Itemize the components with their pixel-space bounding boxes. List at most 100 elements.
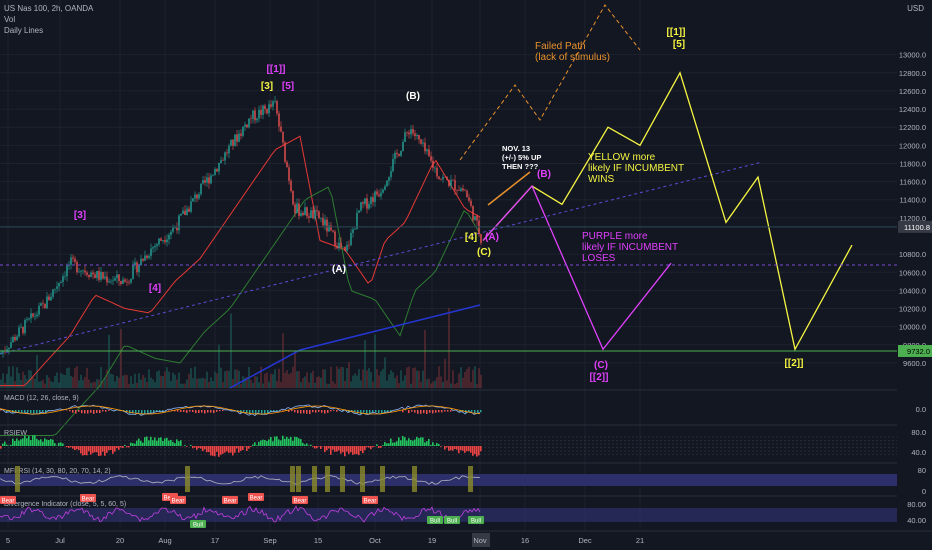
rsiew-bar	[432, 442, 434, 446]
volume-bar	[110, 373, 112, 388]
rsiew-bar	[454, 446, 456, 450]
macd-hist-bar	[429, 410, 431, 413]
candle-body	[320, 217, 322, 219]
macd-hist-bar	[186, 410, 188, 413]
candle-body	[126, 281, 128, 283]
candle-body	[442, 176, 444, 180]
macd-hist-bar	[297, 410, 299, 414]
macd-hist-bar	[477, 410, 479, 413]
macd-hist-bar	[303, 410, 305, 414]
rsiew-bar	[106, 446, 108, 453]
wave-label: (C)	[594, 360, 608, 371]
volume-bar	[460, 367, 462, 388]
candle-body	[130, 278, 132, 283]
macd-hist-bar	[444, 410, 446, 412]
candle-body	[432, 160, 434, 168]
volume-bar	[124, 374, 126, 388]
macd-hist-bar	[171, 410, 173, 411]
macd-hist-bar	[195, 410, 197, 414]
rsiew-bar	[356, 446, 358, 455]
rsiew-bar	[116, 446, 118, 449]
candle-body	[198, 194, 200, 199]
candle-body	[66, 265, 68, 277]
macd-hist-bar	[237, 410, 239, 411]
candle-body	[434, 167, 436, 169]
wave-label: [5]	[673, 39, 685, 50]
macd-hist-bar	[177, 410, 179, 412]
rsiew-bar	[268, 439, 270, 446]
rsiew-bar	[378, 446, 380, 449]
current-price-label: 11100.8	[904, 223, 930, 232]
candle-body	[324, 219, 326, 226]
volume-bar	[98, 379, 100, 388]
macd-hist-bar	[258, 410, 260, 413]
candle-body	[32, 313, 34, 317]
candle-body	[204, 180, 206, 183]
volume-bar	[330, 366, 332, 388]
divergence-badge-label: Bear	[364, 499, 377, 505]
macd-hist-bar	[192, 410, 194, 412]
rsiew-bar	[138, 438, 140, 446]
candle-body	[148, 255, 150, 258]
candle-body	[256, 118, 258, 121]
volume-bar	[198, 378, 200, 388]
volume-bar	[332, 381, 334, 388]
rsiew-bar	[176, 439, 178, 446]
rsiew-bar	[128, 446, 130, 448]
candle-body	[164, 240, 166, 243]
macd-hist-bar	[27, 410, 29, 413]
rsiew-bar	[44, 438, 46, 446]
volume-bar	[134, 373, 136, 388]
volume-bar	[32, 377, 34, 388]
rsiew-bar	[154, 437, 156, 446]
candle-body	[474, 216, 476, 221]
volume-bar	[438, 366, 440, 388]
rsiew-bar	[34, 435, 36, 446]
candle-body	[264, 105, 266, 109]
volume-bar	[432, 381, 434, 388]
volume-bar	[336, 366, 338, 388]
rsiew-bar	[436, 442, 438, 446]
candle-body	[26, 319, 28, 320]
candle-body	[98, 270, 100, 280]
macd-hist-bar	[144, 410, 146, 414]
volume-bar	[96, 378, 98, 388]
rsiew-bar	[274, 436, 276, 446]
candle-body	[402, 142, 404, 151]
candle-body	[86, 272, 88, 275]
candle-body	[74, 258, 76, 262]
volume-bar	[354, 373, 356, 388]
candle-body	[366, 198, 368, 209]
candle-body	[412, 129, 414, 134]
trend-channel-line	[0, 162, 761, 355]
rsiew-bar	[152, 440, 154, 446]
rsiew-bar	[234, 446, 236, 453]
macd-hist-bar	[6, 410, 8, 413]
volume-bar	[414, 367, 416, 388]
volume-bar	[428, 378, 430, 388]
volume-bar	[382, 368, 384, 388]
candle-body	[64, 276, 66, 277]
volume-bar	[172, 372, 174, 388]
candle-body	[392, 158, 394, 172]
volume-bar	[92, 382, 94, 388]
volume-bar	[108, 334, 110, 388]
macd-hist-bar	[447, 410, 449, 412]
candle-body	[160, 238, 162, 241]
failed-path-subtitle: (lack of stimulus)	[535, 52, 610, 63]
volume-bar	[292, 366, 294, 388]
rsiew-bar	[142, 442, 144, 446]
candle-body	[382, 189, 384, 193]
candle-body	[290, 180, 292, 192]
candle-body	[418, 134, 420, 140]
candle-body	[172, 227, 174, 232]
volume-bar	[186, 379, 188, 388]
macd-hist-bar	[189, 410, 191, 412]
rsiew-bar	[82, 446, 84, 456]
volume-bar	[474, 366, 476, 388]
volume-bar	[152, 379, 154, 388]
candle-body	[112, 280, 114, 282]
macd-hist-bar	[210, 410, 212, 413]
rsiew-bar	[452, 446, 454, 451]
